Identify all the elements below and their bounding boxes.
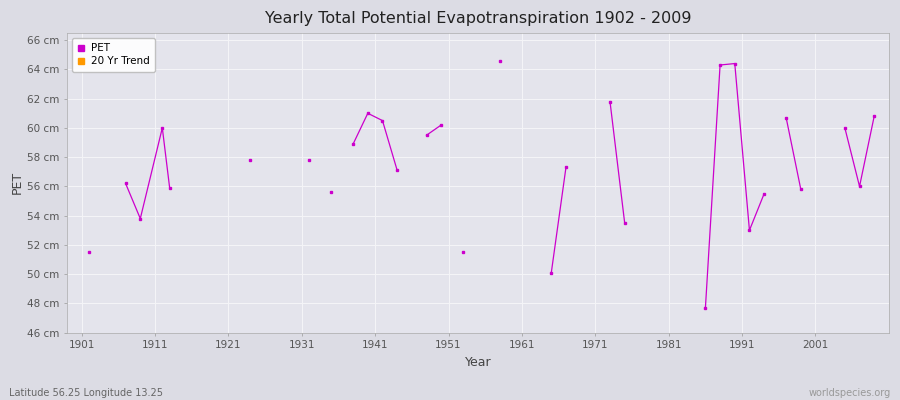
Legend: PET, 20 Yr Trend: PET, 20 Yr Trend <box>72 38 155 72</box>
X-axis label: Year: Year <box>464 356 491 369</box>
Y-axis label: PET: PET <box>11 171 24 194</box>
Text: Latitude 56.25 Longitude 13.25: Latitude 56.25 Longitude 13.25 <box>9 388 163 398</box>
Title: Yearly Total Potential Evapotranspiration 1902 - 2009: Yearly Total Potential Evapotranspiratio… <box>265 11 691 26</box>
Text: worldspecies.org: worldspecies.org <box>809 388 891 398</box>
